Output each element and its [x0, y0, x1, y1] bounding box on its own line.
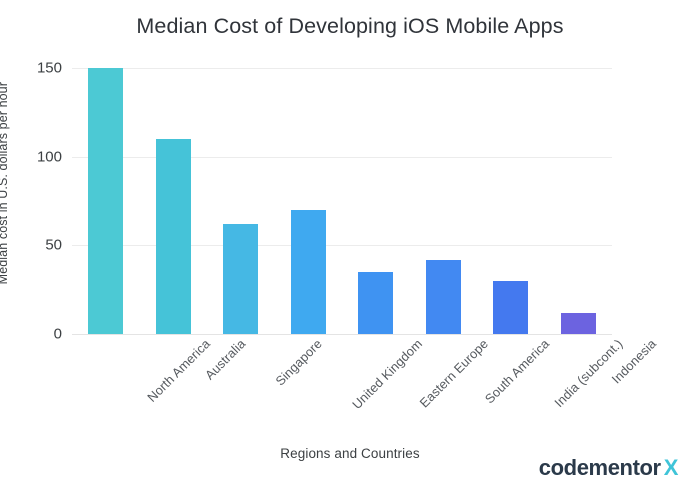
chart-title: Median Cost of Developing iOS Mobile App… [136, 14, 564, 38]
gridline-150 [72, 68, 612, 69]
gridline-100 [72, 156, 612, 158]
y-tick-label: 0 [53, 325, 62, 343]
x-axis-tick-labels: North America Australia Singapore United Ki… [72, 336, 659, 441]
codementor-logo: codementor X [538, 455, 679, 481]
y-tick-label: 150 [36, 59, 62, 77]
bar[interactable] [155, 138, 191, 334]
bar[interactable] [493, 280, 529, 334]
plot-area [72, 68, 612, 335]
gridline-0 [72, 334, 612, 335]
bar[interactable] [223, 224, 259, 334]
bar[interactable] [290, 209, 326, 334]
logo-wordmark: codementor [538, 455, 661, 480]
y-axis-title: Median cost in U.S. dollars per hour [0, 82, 10, 285]
x-axis-title: Regions and Countries [280, 446, 420, 461]
logo-x-mark: X [663, 455, 679, 480]
y-tick-label: 50 [45, 236, 62, 254]
x-tick-label: South America [482, 336, 553, 407]
x-tick-label: Eastern Europe [416, 336, 491, 411]
y-tick-label: 100 [36, 148, 62, 166]
bar[interactable] [560, 312, 596, 334]
x-tick-label: Singapore [272, 336, 325, 389]
bars-group [72, 68, 612, 334]
gridline-50 [72, 245, 612, 247]
bar[interactable] [358, 271, 394, 334]
x-tick-label: United Kingdom [349, 336, 426, 412]
bar[interactable] [425, 259, 461, 334]
bar[interactable] [88, 68, 124, 334]
